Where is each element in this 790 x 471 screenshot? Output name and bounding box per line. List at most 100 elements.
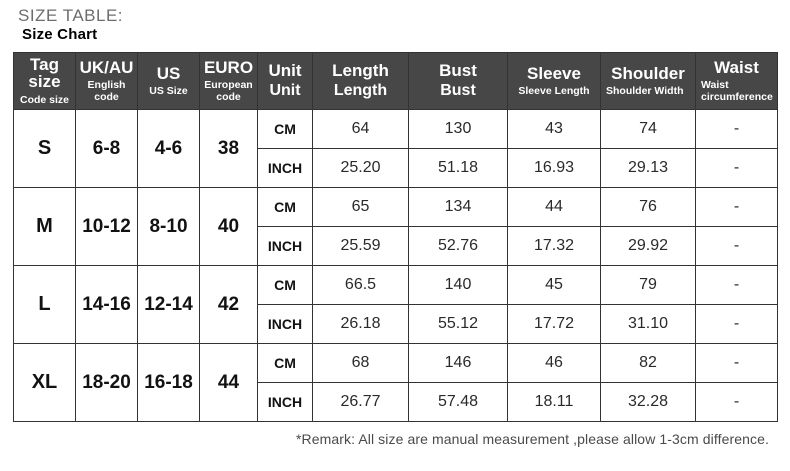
ukau-code-cell: 10-12	[75, 187, 138, 266]
unit-cell: CM	[257, 343, 313, 383]
column-header-bust: Bust Bust	[408, 52, 508, 110]
measurement-cell: 51.18	[408, 148, 508, 188]
table-row-s-cm: S 6-8 4-6 38 CM 64 130 43 74 -	[13, 109, 778, 188]
measurement-cell: 46	[507, 343, 601, 383]
measurement-cell: -	[695, 382, 778, 422]
us-code-cell: 16-18	[137, 343, 200, 422]
measurement-cell: 17.32	[507, 226, 601, 266]
column-header-sleeve: Sleeve Sleeve Length	[507, 52, 601, 110]
ukau-code-cell: 14-16	[75, 265, 138, 344]
ukau-code-cell: 6-8	[75, 109, 138, 188]
measurement-cell: 45	[507, 265, 601, 305]
column-sublabel: Length	[333, 81, 388, 99]
unit-cell: INCH	[257, 148, 313, 188]
size-chart-table: Tag size Code size UK/AU English code US…	[13, 52, 778, 422]
measurement-cell: -	[695, 265, 778, 305]
measurement-cell: 17.72	[507, 304, 601, 344]
table-row-m-inch: INCH 25.59 52.76 17.32 29.92 -	[14, 226, 778, 266]
page-title: Size Chart	[22, 26, 98, 43]
measurement-cell: 29.13	[600, 148, 696, 188]
remark-note: *Remark: All size are manual measurement…	[295, 431, 769, 447]
column-sublabel: English code	[87, 79, 126, 104]
measurement-cell: 16.93	[507, 148, 601, 188]
column-header-shoulder: Shoulder Shoulder Width	[600, 52, 696, 110]
measurement-cell: 68	[312, 343, 409, 383]
column-label: Shoulder	[611, 63, 685, 83]
measurement-cell: 52.76	[408, 226, 508, 266]
measurement-cell: 134	[408, 187, 508, 227]
measurement-cell: -	[695, 148, 778, 188]
euro-code-cell: 38	[199, 109, 258, 188]
measurement-cell: 26.77	[312, 382, 409, 422]
measurement-cell: 44	[507, 187, 601, 227]
column-sublabel: Shoulder Width	[606, 85, 684, 98]
tag-size-cell: M	[13, 187, 76, 266]
tag-size-cell: L	[13, 265, 76, 344]
us-code-cell: 8-10	[137, 187, 200, 266]
column-label: Sleeve	[527, 63, 581, 83]
measurement-cell: -	[695, 187, 778, 227]
column-sublabel: Code size	[19, 94, 69, 107]
measurement-cell: 25.20	[312, 148, 409, 188]
measurement-cell: 26.18	[312, 304, 409, 344]
header-row: Tag size Code size UK/AU English code US…	[13, 52, 778, 110]
measurement-cell: 65	[312, 187, 409, 227]
measurement-cell: 32.28	[600, 382, 696, 422]
measurement-cell: 55.12	[408, 304, 508, 344]
measurement-cell: 57.48	[408, 382, 508, 422]
tag-size-cell: XL	[13, 343, 76, 422]
column-header-tag-size: Tag size Code size	[13, 52, 76, 110]
column-sublabel: Waist circumference	[701, 79, 773, 104]
measurement-cell: 76	[600, 187, 696, 227]
ukau-code-cell: 18-20	[75, 343, 138, 422]
table-row-l-cm: L 14-16 12-14 42 CM 66.5 140 45 79 -	[13, 265, 778, 344]
measurement-cell: 66.5	[312, 265, 409, 305]
unit-cell: CM	[257, 265, 313, 305]
unit-cell: CM	[257, 109, 313, 149]
unit-cell: INCH	[257, 226, 313, 266]
column-label: Waist	[714, 57, 759, 77]
measurement-cell: 79	[600, 265, 696, 305]
table-row-m-cm: M 10-12 8-10 40 CM 65 134 44 76 -	[13, 187, 778, 266]
unit-cell: INCH	[257, 382, 313, 422]
column-sublabel: Unit	[269, 81, 301, 99]
unit-cell: CM	[257, 187, 313, 227]
measurement-cell: 18.11	[507, 382, 601, 422]
column-label: UK/AU	[79, 57, 134, 77]
measurement-cell: -	[695, 226, 778, 266]
measurement-cell: 43	[507, 109, 601, 149]
measurement-cell: 82	[600, 343, 696, 383]
table-row-xl-cm: XL 18-20 16-18 44 CM 68 146 46 82 -	[13, 343, 778, 422]
measurement-cell: 130	[408, 109, 508, 149]
column-sublabel: Sleeve Length	[518, 85, 590, 98]
measurement-cell: 64	[312, 109, 409, 149]
measurement-cell: 29.92	[600, 226, 696, 266]
us-code-cell: 4-6	[137, 109, 200, 188]
euro-code-cell: 42	[199, 265, 258, 344]
measurement-cell: 31.10	[600, 304, 696, 344]
tag-size-cell: S	[13, 109, 76, 188]
unit-cell: INCH	[257, 304, 313, 344]
table-row-s-inch: INCH 25.20 51.18 16.93 29.13 -	[14, 148, 778, 188]
column-header-waist: Waist Waist circumference	[695, 52, 778, 110]
column-label: EURO	[203, 57, 254, 77]
column-sublabel: Bust	[440, 81, 476, 99]
measurement-cell: 146	[408, 343, 508, 383]
column-sublabel: European code	[204, 79, 253, 104]
column-label: Bust	[439, 60, 477, 80]
column-header-us: US US Size	[137, 52, 200, 110]
page-eyebrow: SIZE TABLE:	[18, 6, 124, 25]
column-header-euro: EURO European code	[199, 52, 258, 110]
euro-code-cell: 40	[199, 187, 258, 266]
column-header-unit: Unit Unit	[257, 52, 313, 110]
measurement-cell: -	[695, 304, 778, 344]
measurement-cell: -	[695, 109, 778, 149]
euro-code-cell: 44	[199, 343, 258, 422]
column-label: US	[156, 63, 181, 83]
column-sublabel: US Size	[149, 85, 188, 98]
measurement-cell: 140	[408, 265, 508, 305]
measurement-cell: -	[695, 343, 778, 383]
column-header-uk-au: UK/AU English code	[75, 52, 138, 110]
us-code-cell: 12-14	[137, 265, 200, 344]
column-label: Length	[332, 60, 389, 80]
